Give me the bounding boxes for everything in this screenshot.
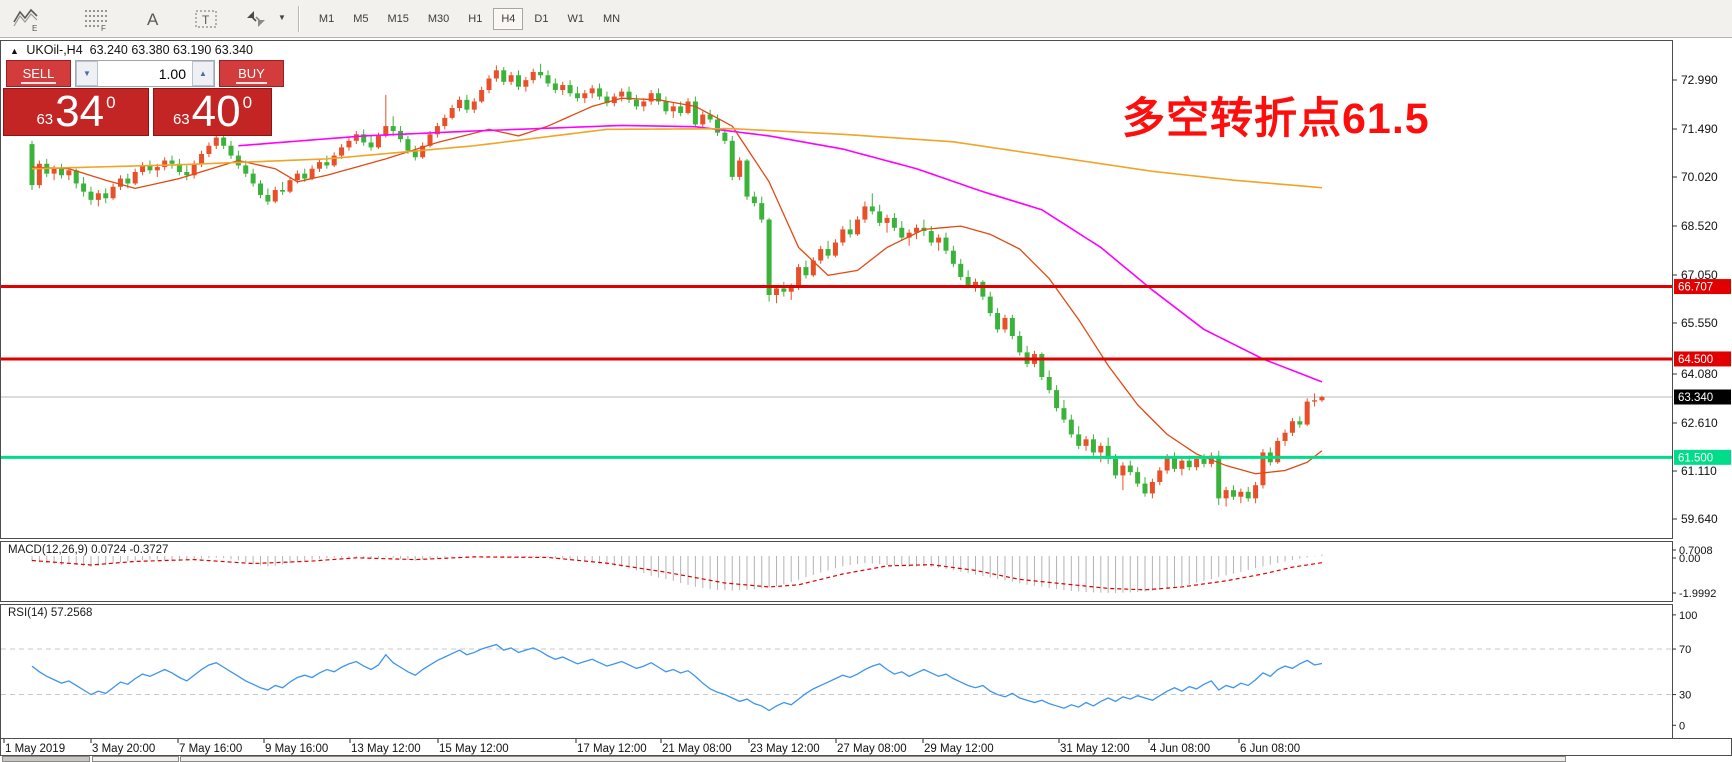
- svg-text:71.490: 71.490: [1681, 122, 1718, 136]
- price-badge-61.500: [1674, 449, 1731, 465]
- svg-text:29 May 12:00: 29 May 12:00: [924, 743, 994, 755]
- rsi-line: [31, 643, 1323, 712]
- macd-label: MACD(12,26,9) 0.0724 -0.3727: [8, 544, 169, 556]
- svg-text:31 May 12:00: 31 May 12:00: [1060, 743, 1130, 755]
- svg-text:T: T: [202, 13, 210, 27]
- sell-button[interactable]: SELL: [6, 60, 71, 87]
- svg-text:68.520: 68.520: [1681, 219, 1718, 233]
- svg-text:7 May 16:00: 7 May 16:00: [179, 743, 242, 755]
- svg-text:27 May 08:00: 27 May 08:00: [837, 743, 907, 755]
- sell-price-big: 34: [55, 87, 105, 136]
- buy-price-big: 40: [191, 87, 241, 136]
- timeframe-d1[interactable]: D1: [526, 8, 556, 30]
- bottom-tab-2[interactable]: [180, 756, 1566, 762]
- price-axis[interactable]: 72.990 71.490 70.020 68.520 67.050 65.550 64.0…: [1672, 73, 1718, 526]
- time-axis[interactable]: 1 May 2019 3 May 20:00 7 May 16:00 9 May 16…: [3, 739, 1300, 755]
- svg-text:15 May 12:00: 15 May 12:00: [439, 743, 509, 755]
- svg-text:64.500: 64.500: [1678, 354, 1713, 366]
- svg-text:0: 0: [1679, 720, 1685, 732]
- main-pane[interactable]: [0, 40, 1673, 539]
- sell-price-box[interactable]: 63 34 0: [3, 88, 149, 136]
- buy-price-box[interactable]: 63 40 0: [153, 88, 272, 136]
- svg-text:E: E: [32, 24, 37, 33]
- volume-decrease-icon[interactable]: ▼: [76, 61, 98, 86]
- toolbar-separator: [297, 5, 299, 32]
- cursor-dropdown-caret[interactable]: ▼: [278, 13, 286, 22]
- macd-signal-line: [31, 556, 1323, 591]
- svg-text:17 May 12:00: 17 May 12:00: [577, 743, 647, 755]
- svg-text:13 May 12:00: 13 May 12:00: [351, 743, 421, 755]
- fibonacci-icon[interactable]: F: [80, 4, 112, 34]
- price-badge-63.340: [1674, 389, 1731, 405]
- text-box-icon[interactable]: T: [190, 4, 222, 34]
- price-badge-64.500: [1674, 351, 1731, 367]
- candles-layer: [29, 63, 1325, 507]
- svg-text:70.020: 70.020: [1681, 170, 1718, 184]
- buy-button[interactable]: BUY: [219, 60, 284, 87]
- svg-text:59.640: 59.640: [1681, 512, 1718, 526]
- volume-stepper: ▼ ▲: [75, 60, 215, 87]
- volume-increase-icon[interactable]: ▲: [192, 61, 214, 86]
- toolbar: E F A T ▼ M1 M5 M15 M30 H1 H4 D1 W1 MN: [0, 0, 1732, 38]
- one-click-trading-panel: SELL ▼ ▲ BUY 63 34 0 63 40 0: [3, 60, 286, 136]
- rsi-pane[interactable]: [0, 604, 1673, 739]
- rsi-layer: 100 70 30 0: [1, 610, 1697, 732]
- svg-text:0.00: 0.00: [1679, 553, 1700, 565]
- volume-input[interactable]: [98, 61, 192, 86]
- timeframe-mn[interactable]: MN: [595, 8, 628, 30]
- text-label-icon[interactable]: A: [138, 4, 170, 34]
- ma-slow-line: [31, 127, 1322, 189]
- svg-text:30: 30: [1679, 690, 1691, 702]
- svg-text:-1.9992: -1.9992: [1679, 588, 1716, 600]
- svg-text:F: F: [101, 24, 106, 33]
- timeframe-h1[interactable]: H1: [460, 8, 490, 30]
- timeframe-m5[interactable]: M5: [345, 8, 376, 30]
- chart-annotation: 多空转折点61.5: [1122, 95, 1430, 143]
- svg-text:61.500: 61.500: [1678, 452, 1713, 464]
- svg-text:21 May 08:00: 21 May 08:00: [662, 743, 732, 755]
- rsi-label: RSI(14) 57.2568: [8, 607, 93, 619]
- svg-text:72.990: 72.990: [1681, 73, 1718, 87]
- ma-mid-line: [238, 124, 1323, 383]
- svg-text:63.340: 63.340: [1678, 392, 1713, 404]
- bottom-tab-0[interactable]: [2, 756, 90, 762]
- sell-price-small: 63: [36, 111, 54, 128]
- bottom-tab-1[interactable]: [92, 756, 179, 762]
- timeframe-h4[interactable]: H4: [493, 7, 524, 30]
- indicators-icon[interactable]: E: [10, 4, 42, 34]
- ohlc-values: 63.240 63.380 63.190 63.340: [89, 43, 253, 57]
- symbol-label: UKOil-,H4: [26, 43, 83, 57]
- timeframe-bar: M1 M5 M15 M30 H1 H4 D1 W1 MN: [311, 7, 631, 30]
- svg-text:4 Jun 08:00: 4 Jun 08:00: [1150, 743, 1210, 755]
- price-badge-66.707: [1674, 279, 1731, 295]
- chart-title: ▲ UKOil-,H4 63.240 63.380 63.190 63.340: [10, 43, 253, 57]
- svg-text:A: A: [147, 10, 159, 29]
- svg-text:3 May 20:00: 3 May 20:00: [92, 743, 155, 755]
- svg-text:9 May 16:00: 9 May 16:00: [265, 743, 328, 755]
- svg-text:70: 70: [1679, 644, 1691, 656]
- svg-text:61.110: 61.110: [1681, 464, 1717, 478]
- buy-price-sup: 0: [242, 93, 253, 112]
- timeframe-m30[interactable]: M30: [420, 8, 457, 30]
- svg-text:67.050: 67.050: [1681, 268, 1718, 282]
- svg-text:66.707: 66.707: [1678, 282, 1713, 294]
- svg-text:6 Jun 08:00: 6 Jun 08:00: [1240, 743, 1300, 755]
- timeframe-m15[interactable]: M15: [379, 8, 416, 30]
- svg-text:100: 100: [1679, 610, 1697, 622]
- buy-price-small: 63: [172, 111, 190, 128]
- svg-text:65.550: 65.550: [1681, 316, 1718, 330]
- timeframe-w1[interactable]: W1: [559, 8, 592, 30]
- svg-text:1 May 2019: 1 May 2019: [5, 743, 65, 755]
- timeframe-m1[interactable]: M1: [311, 8, 342, 30]
- svg-text:64.080: 64.080: [1681, 367, 1718, 381]
- sell-price-sup: 0: [106, 93, 116, 112]
- svg-text:23 May 12:00: 23 May 12:00: [750, 743, 820, 755]
- macd-pane[interactable]: [0, 541, 1673, 602]
- cursor-mode-icon[interactable]: [240, 4, 272, 34]
- svg-text:62.610: 62.610: [1681, 416, 1718, 430]
- svg-text:0.7008: 0.7008: [1679, 545, 1713, 557]
- collapse-arrow-icon[interactable]: ▲: [10, 46, 19, 56]
